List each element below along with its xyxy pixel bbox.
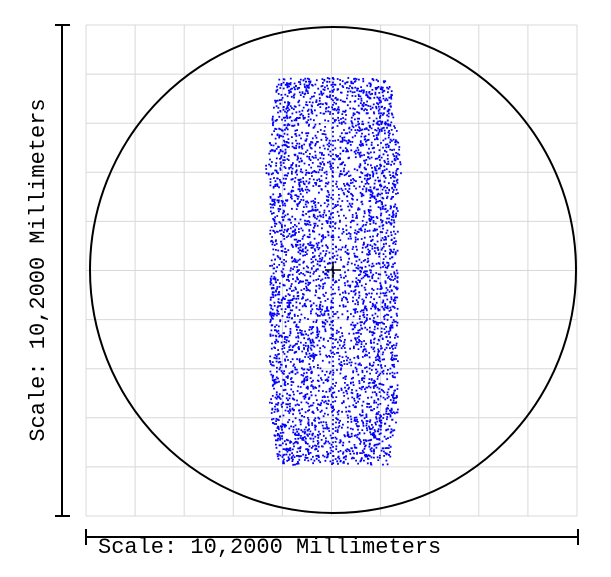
- chief-ray-cross: [325, 262, 341, 278]
- horizontal-scale-bar: [85, 529, 579, 545]
- horizontal-scale-label: Scale: 10,2000 Millimeters: [98, 535, 441, 560]
- vertical-scale-bar: [55, 24, 70, 517]
- vertical-scale-label: Scale: 10,2000 Millimeters: [26, 98, 51, 441]
- airy-circle: [89, 26, 577, 514]
